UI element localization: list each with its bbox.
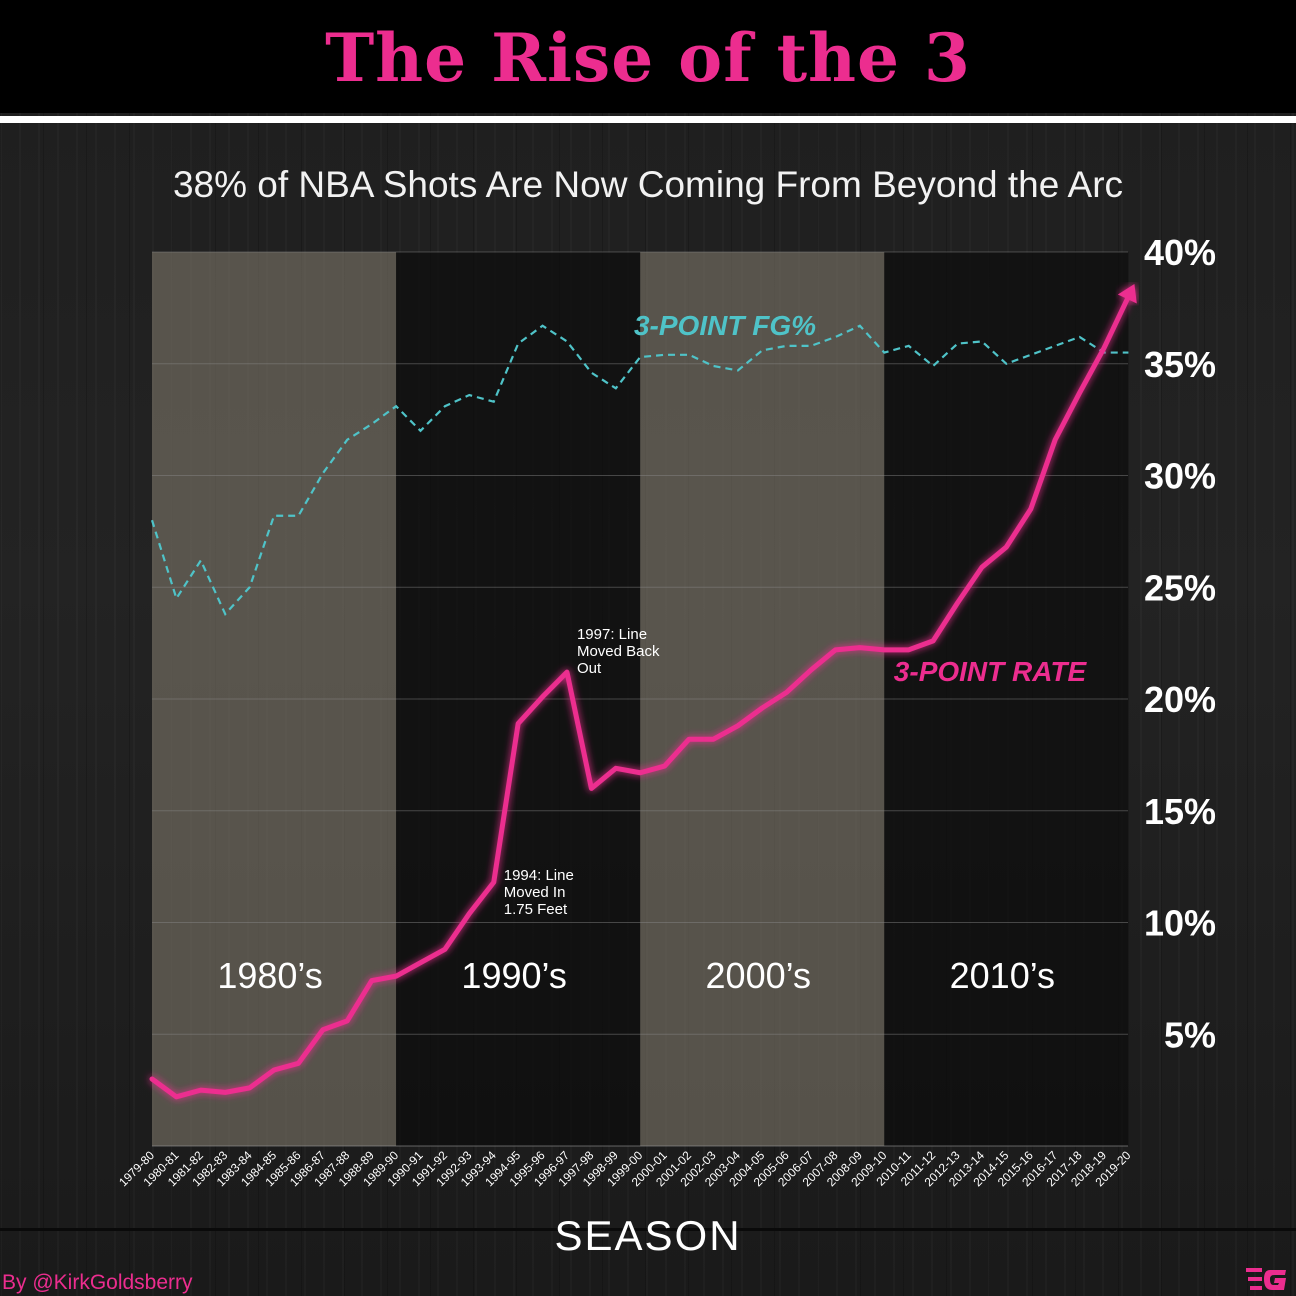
footer-divider	[0, 1228, 1296, 1231]
author-credit: By @KirkGoldsberry	[2, 1271, 193, 1294]
decade-label: 2010’s	[950, 955, 1055, 996]
g-logo-icon	[1246, 1268, 1286, 1290]
decade-label: 1980’s	[217, 955, 322, 996]
annotation-label: 1997: Line Moved Back Out	[577, 626, 660, 677]
decade-band-1	[152, 252, 397, 1146]
series-line-3pt-fg	[150, 324, 1129, 617]
chart-subtitle: 38% of NBA Shots Are Now Coming From Bey…	[172, 164, 1124, 205]
series-label-3pt-fg: 3-POINT FG%	[634, 310, 816, 341]
series-label-3pt-rate: 3-POINT RATE	[894, 656, 1088, 687]
y-tick-label: 40%	[1144, 232, 1216, 273]
y-tick-label: 15%	[1144, 791, 1216, 832]
y-tick-label: 10%	[1144, 903, 1216, 944]
y-tick-label: 30%	[1144, 456, 1216, 497]
decade-band-4	[884, 252, 1129, 1146]
y-tick-label: 20%	[1144, 679, 1216, 720]
header-band	[0, 0, 1296, 113]
y-tick-label: 25%	[1144, 567, 1216, 608]
annotation-label: 1994: Line Moved In 1.75 Feet	[504, 867, 574, 918]
decade-label: 2000’s	[706, 955, 811, 996]
y-tick-label: 35%	[1144, 344, 1216, 385]
decade-band-3	[640, 252, 885, 1146]
y-tick-label: 5%	[1164, 1014, 1216, 1055]
decade-band-2	[396, 252, 641, 1146]
decade-label: 1990’s	[461, 955, 566, 996]
x-axis-label: SEASON	[554, 1212, 742, 1259]
header-divider	[0, 116, 1296, 123]
chart-title: The Rise of the 3	[325, 19, 971, 97]
arrowhead-icon	[1117, 284, 1137, 304]
